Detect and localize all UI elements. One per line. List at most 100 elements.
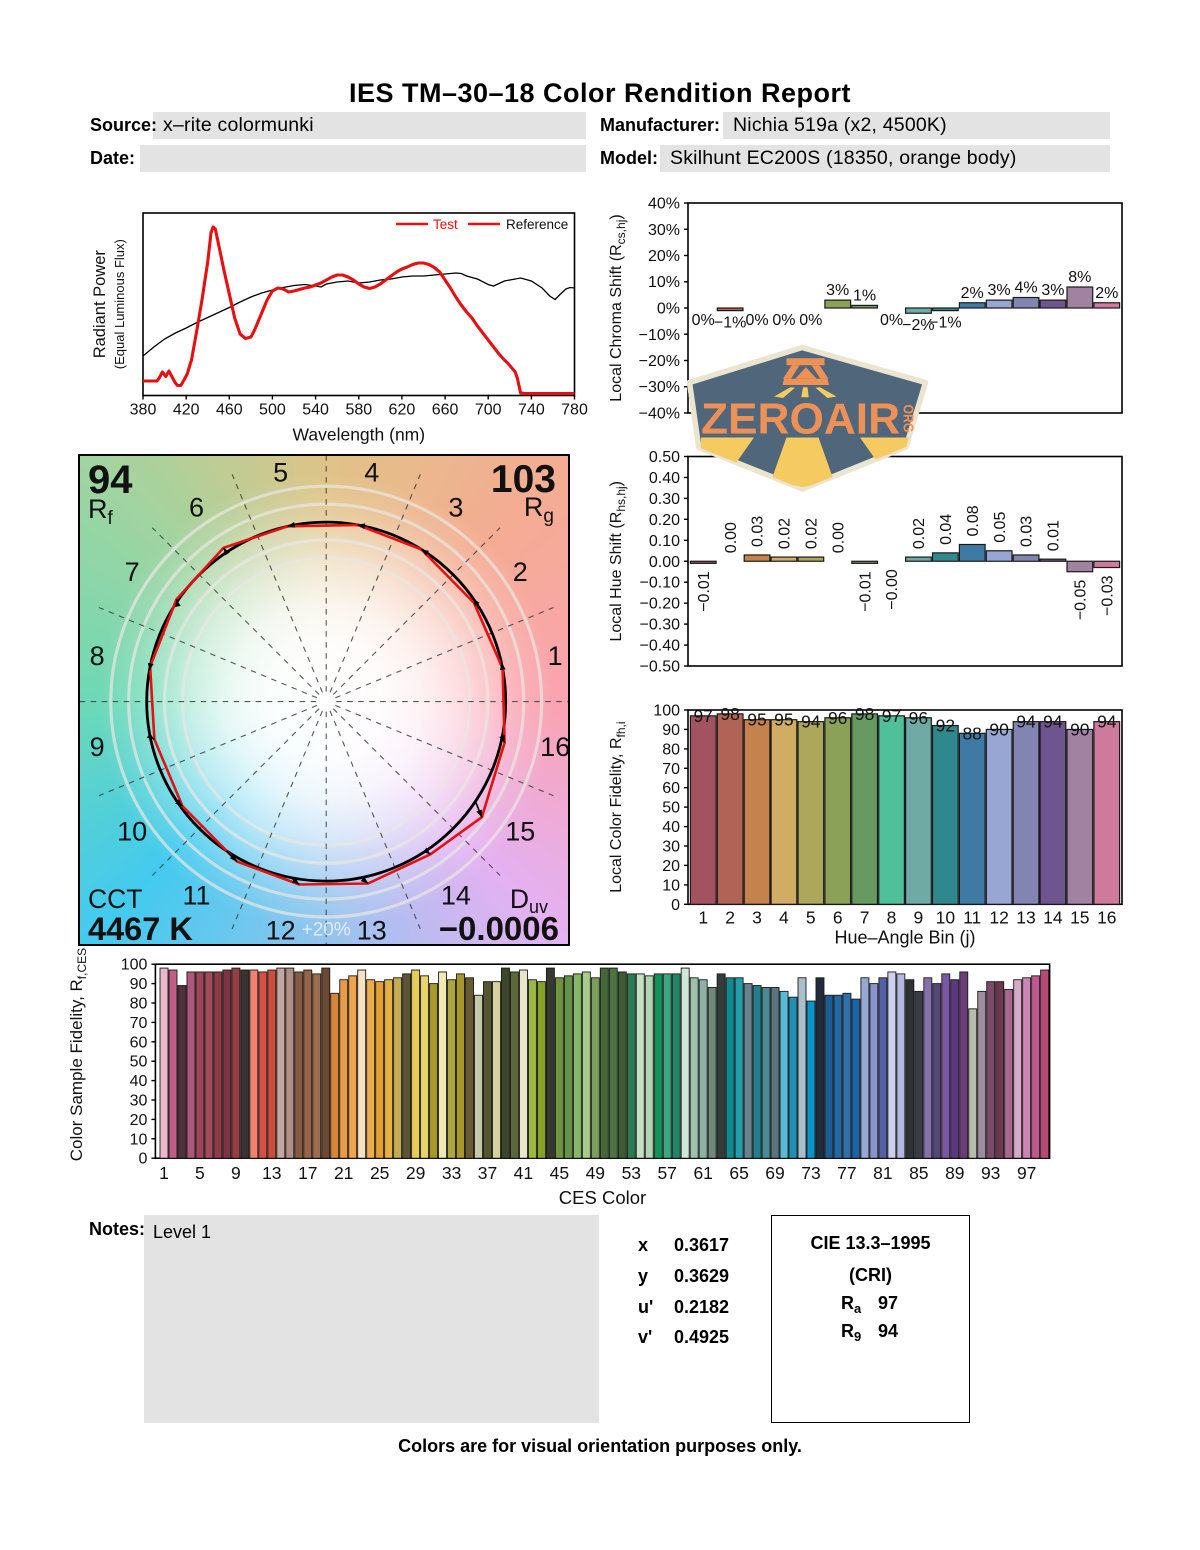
svg-text:−2%: −2% bbox=[902, 317, 934, 334]
svg-text:73: 73 bbox=[801, 1163, 820, 1183]
svg-text:9: 9 bbox=[914, 907, 924, 927]
svg-text:45: 45 bbox=[550, 1163, 569, 1183]
svg-text:98: 98 bbox=[855, 704, 874, 724]
svg-text:2%: 2% bbox=[961, 285, 984, 302]
svg-text:2: 2 bbox=[513, 557, 528, 587]
svg-text:0.02: 0.02 bbox=[804, 518, 821, 549]
svg-text:ORG: ORG bbox=[900, 405, 916, 433]
svg-text:0.05: 0.05 bbox=[992, 512, 1009, 543]
svg-text:Local Chroma Shift (Rcs,hj): Local Chroma Shift (Rcs,hj) bbox=[608, 214, 628, 401]
svg-text:0.02: 0.02 bbox=[777, 518, 794, 549]
svg-text:13: 13 bbox=[357, 916, 387, 946]
svg-text:740: 740 bbox=[518, 402, 545, 419]
svg-text:6: 6 bbox=[189, 493, 204, 523]
svg-text:0%: 0% bbox=[772, 312, 795, 329]
svg-text:94: 94 bbox=[1097, 712, 1117, 732]
svg-text:−0.30: −0.30 bbox=[640, 617, 681, 634]
svg-text:−40%: −40% bbox=[639, 406, 680, 423]
svg-text:11: 11 bbox=[963, 907, 981, 927]
svg-text:4467 K: 4467 K bbox=[88, 911, 193, 946]
svg-text:97: 97 bbox=[882, 706, 901, 726]
svg-text:0%: 0% bbox=[880, 312, 903, 329]
svg-text:−0.20: −0.20 bbox=[640, 596, 681, 613]
svg-text:95: 95 bbox=[774, 710, 793, 730]
svg-text:+20%: +20% bbox=[302, 920, 351, 941]
svg-text:93: 93 bbox=[981, 1163, 1000, 1183]
svg-text:5: 5 bbox=[273, 458, 288, 488]
svg-text:−0.0006: −0.0006 bbox=[439, 910, 559, 946]
svg-text:53: 53 bbox=[622, 1163, 641, 1183]
svg-text:0%: 0% bbox=[657, 301, 680, 318]
svg-text:540: 540 bbox=[302, 402, 329, 419]
svg-text:10%: 10% bbox=[648, 274, 680, 291]
svg-text:17: 17 bbox=[298, 1163, 317, 1183]
svg-text:90: 90 bbox=[662, 722, 680, 739]
svg-text:61: 61 bbox=[693, 1163, 712, 1183]
svg-text:96: 96 bbox=[909, 708, 928, 728]
svg-text:8: 8 bbox=[887, 907, 897, 927]
svg-text:10: 10 bbox=[117, 816, 147, 846]
svg-text:8%: 8% bbox=[1068, 269, 1091, 286]
svg-text:94: 94 bbox=[1043, 712, 1063, 732]
svg-text:0.40: 0.40 bbox=[649, 470, 680, 487]
svg-text:69: 69 bbox=[765, 1163, 784, 1183]
svg-text:0.50: 0.50 bbox=[649, 449, 680, 466]
svg-text:30%: 30% bbox=[648, 222, 680, 239]
svg-text:580: 580 bbox=[345, 402, 372, 419]
svg-text:0%: 0% bbox=[745, 312, 768, 329]
svg-text:50: 50 bbox=[662, 800, 680, 817]
svg-text:Radiant Power: Radiant Power bbox=[91, 250, 109, 359]
svg-text:0.00: 0.00 bbox=[723, 522, 740, 553]
svg-text:40%: 40% bbox=[648, 196, 680, 213]
svg-text:9: 9 bbox=[90, 732, 105, 762]
svg-text:94: 94 bbox=[801, 712, 821, 732]
svg-text:CCT: CCT bbox=[88, 884, 142, 914]
svg-text:98: 98 bbox=[720, 704, 739, 724]
svg-text:8: 8 bbox=[90, 641, 105, 671]
svg-text:40: 40 bbox=[130, 1073, 148, 1090]
svg-text:20%: 20% bbox=[648, 248, 680, 265]
svg-text:−20%: −20% bbox=[639, 353, 680, 370]
svg-text:3%: 3% bbox=[1041, 282, 1064, 299]
svg-text:57: 57 bbox=[657, 1163, 676, 1183]
svg-text:460: 460 bbox=[216, 402, 243, 419]
svg-text:30: 30 bbox=[130, 1093, 148, 1110]
svg-text:37: 37 bbox=[478, 1163, 497, 1183]
svg-text:660: 660 bbox=[432, 402, 459, 419]
svg-text:Local Hue Shift (Rhs,hj): Local Hue Shift (Rhs,hj) bbox=[608, 481, 628, 642]
svg-text:14: 14 bbox=[1043, 907, 1063, 927]
svg-text:Duv: Duv bbox=[510, 884, 548, 917]
svg-text:11: 11 bbox=[182, 881, 210, 911]
svg-text:0.01: 0.01 bbox=[1046, 520, 1063, 551]
svg-text:0%: 0% bbox=[692, 312, 715, 329]
svg-text:ZEROAIR: ZEROAIR bbox=[701, 395, 900, 444]
svg-text:−10%: −10% bbox=[639, 327, 680, 344]
svg-text:30: 30 bbox=[662, 839, 680, 856]
svg-text:0.10: 0.10 bbox=[649, 533, 680, 550]
svg-text:3%: 3% bbox=[988, 282, 1011, 299]
svg-text:0: 0 bbox=[671, 897, 680, 914]
svg-text:−0.40: −0.40 bbox=[640, 638, 681, 655]
svg-text:1: 1 bbox=[548, 641, 563, 671]
svg-text:60: 60 bbox=[662, 780, 680, 797]
svg-text:Local Color Fidelity, Rfh,i: Local Color Fidelity, Rfh,i bbox=[608, 721, 628, 892]
svg-text:1: 1 bbox=[698, 907, 708, 927]
svg-text:100: 100 bbox=[653, 703, 680, 720]
svg-text:Wavelength (nm): Wavelength (nm) bbox=[293, 425, 426, 445]
svg-text:9: 9 bbox=[231, 1163, 241, 1183]
svg-text:620: 620 bbox=[389, 402, 416, 419]
svg-text:70: 70 bbox=[130, 1015, 148, 1032]
svg-text:15: 15 bbox=[1070, 907, 1089, 927]
svg-text:41: 41 bbox=[514, 1163, 533, 1183]
svg-text:7: 7 bbox=[860, 907, 870, 927]
svg-text:−0.03: −0.03 bbox=[1100, 575, 1117, 616]
svg-text:Color Sample Fidelity, Rf,CESi: Color Sample Fidelity, Rf,CESi bbox=[67, 948, 89, 1161]
svg-text:97: 97 bbox=[693, 706, 712, 726]
svg-text:20: 20 bbox=[130, 1112, 148, 1129]
svg-text:92: 92 bbox=[936, 716, 955, 736]
svg-text:10: 10 bbox=[662, 877, 680, 894]
svg-text:90: 90 bbox=[1070, 719, 1090, 739]
svg-text:−0.05: −0.05 bbox=[1073, 580, 1090, 621]
svg-text:Hue–Angle Bin (j): Hue–Angle Bin (j) bbox=[834, 927, 975, 947]
svg-text:3: 3 bbox=[752, 907, 762, 927]
